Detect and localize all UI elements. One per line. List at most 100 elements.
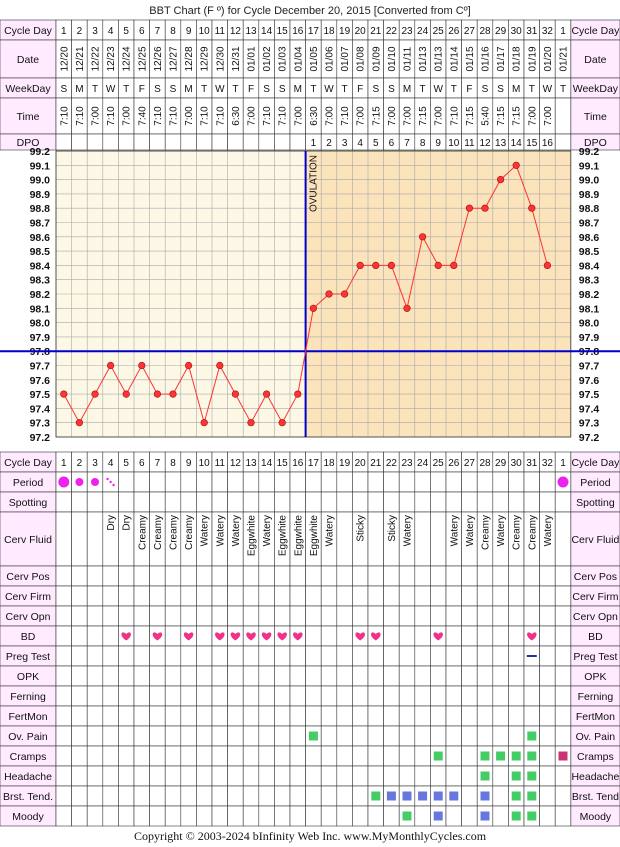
cell-headache <box>258 765 275 787</box>
cell-preg_test <box>492 645 509 667</box>
cell-period <box>445 471 462 493</box>
row-label-right-text-weekday: WeekDay <box>573 83 619 95</box>
cell-period <box>461 471 478 493</box>
cycle_day-label: 4 <box>108 26 114 37</box>
row-label-right-text-cerv_fluid: Cerv Fluid <box>571 534 619 546</box>
cell-opk <box>367 665 384 687</box>
cell-period <box>398 471 416 493</box>
cell-bd <box>320 625 338 647</box>
cell-cerv_firm <box>461 585 478 607</box>
cycle-day-label: 17 <box>308 458 320 469</box>
temperature-point <box>434 261 442 270</box>
dpo-label: 4 <box>357 138 363 149</box>
cell-cerv_opn <box>274 605 291 627</box>
cerv-fluid-label: Eggwhite <box>278 515 289 557</box>
date-label: 12/24 <box>122 46 133 71</box>
cell-cerv_firm <box>133 585 150 607</box>
cell-ferning <box>352 685 369 707</box>
temperature-point <box>372 261 380 270</box>
y-tick-label-right: 99.0 <box>579 175 600 187</box>
cell-bd <box>539 625 556 647</box>
row-label-right-text-bd: BD <box>588 631 603 643</box>
cell-preg_test <box>211 645 228 667</box>
cell-preg_test <box>55 645 72 667</box>
cell-dpo <box>554 133 572 151</box>
cell-ferning <box>227 685 244 707</box>
weekday-label: S <box>279 84 286 95</box>
cell-cerv_firm <box>352 585 369 607</box>
symptom-marker <box>496 751 506 761</box>
cell-preg_test <box>133 645 150 667</box>
y-tick-label-right: 97.4 <box>579 403 600 415</box>
cell-cerv_pos <box>289 565 306 587</box>
cell-spotting <box>71 491 88 513</box>
temperature-point <box>512 161 520 169</box>
cell-spotting <box>102 491 119 513</box>
cell-bd <box>102 625 119 647</box>
cell-cerv_firm <box>180 585 197 607</box>
symptom-marker <box>480 791 490 801</box>
time-label: 7:00 <box>403 106 414 126</box>
cell-brst_tend <box>274 785 291 807</box>
cycle_day-label: 6 <box>139 26 145 37</box>
dpo-label: 16 <box>542 138 554 149</box>
cell-headache <box>196 765 213 787</box>
cell-cerv_pos <box>352 565 369 587</box>
cell-brst_tend <box>352 785 369 807</box>
cell-ferning <box>461 685 478 707</box>
cell-opk <box>164 665 182 687</box>
cell-cerv_opn <box>492 605 509 627</box>
cell-bd <box>492 625 509 647</box>
weekday-label: S <box>60 84 67 95</box>
cycle_day-label: 28 <box>479 26 491 37</box>
cycle-day-label: 3 <box>92 458 98 469</box>
cell-brst_tend <box>102 785 119 807</box>
cell-cerv_firm <box>336 585 353 607</box>
cell-spotting <box>164 491 182 513</box>
cell-cerv_pos <box>227 565 244 587</box>
bbt-chart: BBT Chart (F º) for Cycle December 20, 2… <box>0 5 620 827</box>
cell-cerv_fluid <box>554 511 572 567</box>
dpo-label: 3 <box>342 138 348 149</box>
cell-period <box>305 471 322 493</box>
cycle-day-label: 16 <box>292 458 304 469</box>
cell-preg_test <box>461 645 478 667</box>
ovulation-label: OVULATION <box>309 155 320 212</box>
cell-preg_test <box>274 645 291 667</box>
cerv-fluid-label: Sticky <box>387 515 398 542</box>
cell-dpo <box>86 133 104 151</box>
date-label: 01/05 <box>309 46 320 71</box>
cell-preg_test <box>196 645 213 667</box>
cell-preg_test <box>242 645 260 667</box>
cell-cerv_pos <box>118 565 135 587</box>
cell-cramps <box>227 745 244 767</box>
cell-fertmon <box>414 705 431 727</box>
date-label: 01/17 <box>496 46 507 71</box>
cell-headache <box>554 765 572 787</box>
period-marker <box>112 483 115 487</box>
cell-brst_tend <box>196 785 213 807</box>
temperature-point <box>91 390 99 398</box>
cell-headache <box>133 765 150 787</box>
cycle_day-label: 5 <box>123 26 129 37</box>
cell-preg_test <box>71 645 88 667</box>
cell-ov_pain <box>71 725 88 747</box>
cell-ferning <box>492 685 509 707</box>
date-label: 01/08 <box>356 46 367 71</box>
cell-brst_tend <box>242 785 260 807</box>
cell-headache <box>492 765 509 787</box>
row-label-text-cerv_firm: Cerv Firm <box>5 591 51 603</box>
cerv-fluid-label: Sticky <box>356 515 367 542</box>
cell-ferning <box>55 685 72 707</box>
weekday-label: T <box>451 84 457 95</box>
cycle-day-label: 25 <box>433 458 445 469</box>
cycle-day-label: 15 <box>277 458 289 469</box>
cell-cerv_opn <box>445 605 462 627</box>
weekday-label: T <box>201 84 207 95</box>
cell-cramps <box>180 745 197 767</box>
temperature-point <box>325 290 333 298</box>
cell-ferning <box>398 685 416 707</box>
cell-cerv_pos <box>242 565 260 587</box>
cell-preg_test <box>149 645 166 667</box>
cell-cramps <box>71 745 88 767</box>
